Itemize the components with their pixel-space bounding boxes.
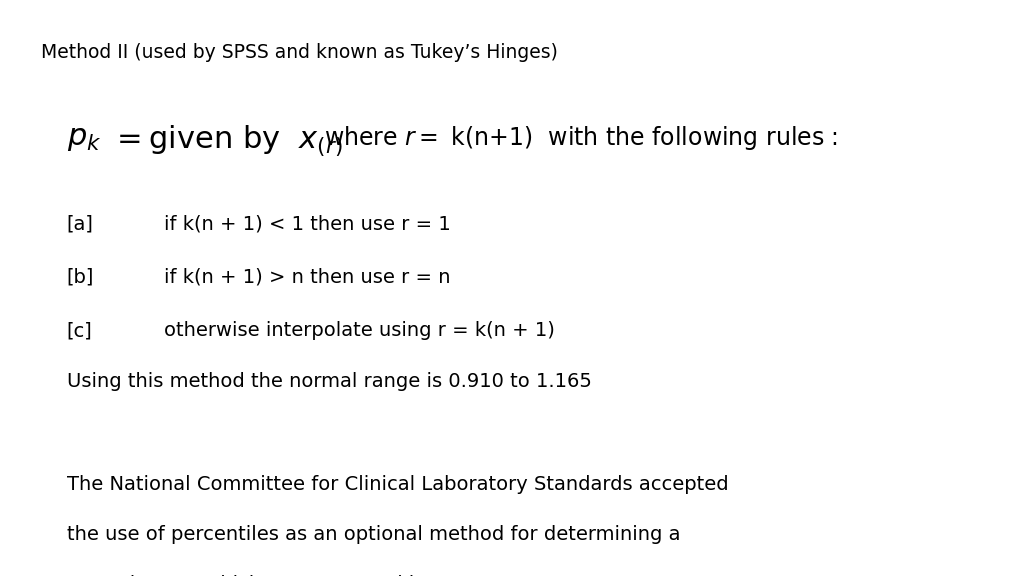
Text: if k(n + 1) > n then use r = n: if k(n + 1) > n then use r = n bbox=[164, 268, 451, 287]
Text: $=$given by  $x_{(r)}$: $=$given by $x_{(r)}$ bbox=[111, 124, 342, 159]
Text: normal range which was proposed by L. Herrera.: normal range which was proposed by L. He… bbox=[67, 575, 542, 576]
Text: if k(n + 1) < 1 then use r = 1: if k(n + 1) < 1 then use r = 1 bbox=[164, 214, 451, 233]
Text: Using this method the normal range is 0.910 to 1.165: Using this method the normal range is 0.… bbox=[67, 372, 592, 391]
Text: otherwise interpolate using r = k(n + 1): otherwise interpolate using r = k(n + 1) bbox=[164, 321, 555, 340]
Text: Method II (used by SPSS and known as Tukey’s Hinges): Method II (used by SPSS and known as Tuk… bbox=[41, 43, 558, 62]
Text: $\mathit{p}_k$: $\mathit{p}_k$ bbox=[67, 124, 101, 153]
Text: where $r=$ k(n+1)  with the following rules :: where $r=$ k(n+1) with the following rul… bbox=[324, 124, 838, 152]
Text: [a]: [a] bbox=[67, 214, 93, 233]
Text: [b]: [b] bbox=[67, 268, 94, 287]
Text: [c]: [c] bbox=[67, 321, 92, 340]
Text: The National Committee for Clinical Laboratory Standards accepted: The National Committee for Clinical Labo… bbox=[67, 475, 728, 494]
Text: the use of percentiles as an optional method for determining a: the use of percentiles as an optional me… bbox=[67, 525, 680, 544]
